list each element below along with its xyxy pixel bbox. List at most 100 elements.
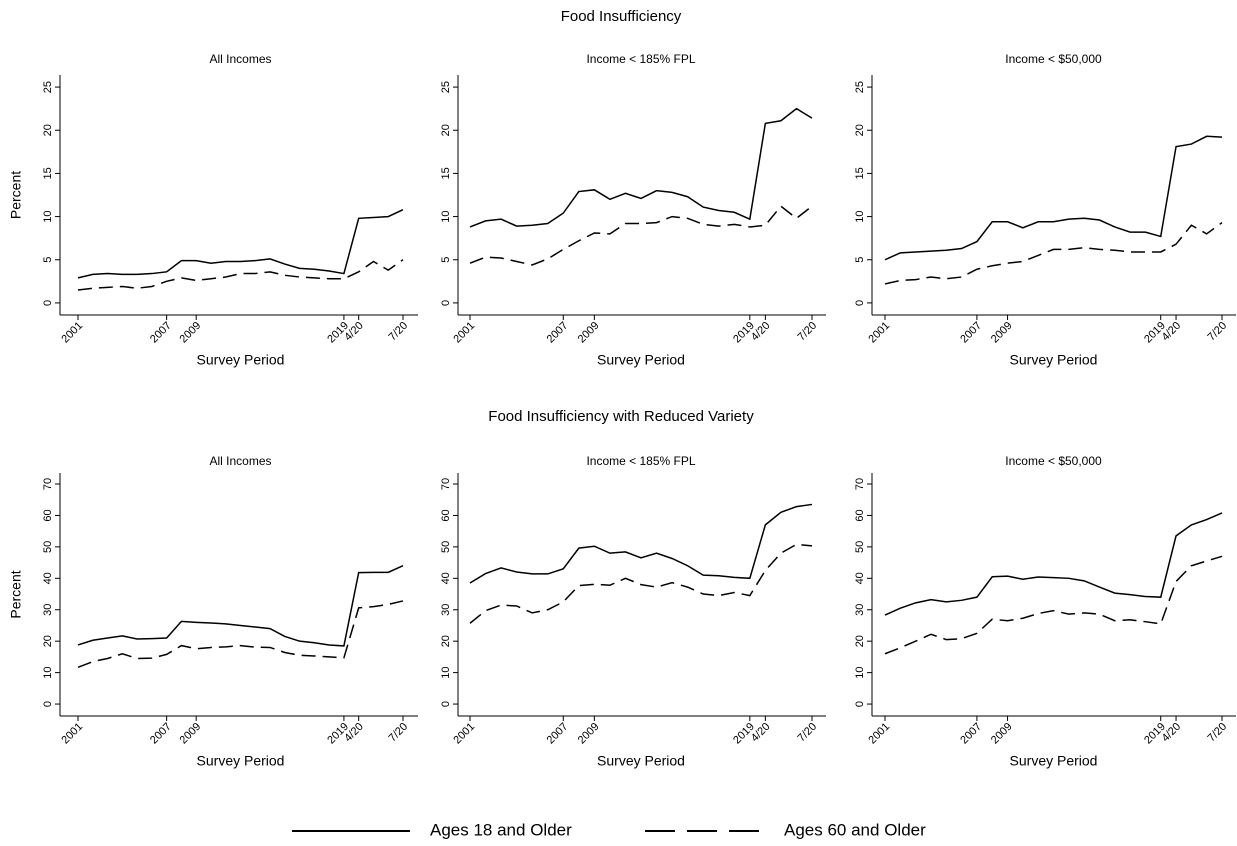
y-tick-label: 60 bbox=[440, 509, 452, 521]
x-tick-label: 2009 bbox=[178, 320, 204, 346]
x-tick-label: 2001 bbox=[866, 721, 892, 747]
y-tick-label: 10 bbox=[854, 210, 866, 222]
legend-label: Ages 60 and Older bbox=[784, 820, 926, 839]
x-tick-label: 2009 bbox=[989, 320, 1015, 346]
series-line bbox=[469, 205, 813, 266]
x-tick-label: 2009 bbox=[178, 721, 204, 747]
x-tick-label: 4/20 bbox=[1160, 320, 1184, 344]
x-tick-label: 2009 bbox=[576, 721, 602, 747]
x-tick-label: 2001 bbox=[866, 320, 892, 346]
x-tick-label: 2007 bbox=[148, 320, 174, 346]
y-tick-label: 60 bbox=[854, 509, 866, 521]
series-line bbox=[884, 222, 1223, 285]
y-tick-label: 30 bbox=[42, 604, 54, 616]
y-tick-label: 30 bbox=[854, 604, 866, 616]
section-title: Food Insufficiency with Reduced Variety bbox=[488, 408, 754, 425]
x-tick-label: 7/20 bbox=[387, 721, 411, 745]
y-tick-label: 30 bbox=[440, 604, 452, 616]
y-tick-label: 20 bbox=[42, 635, 54, 647]
y-tick-label: 70 bbox=[42, 478, 54, 490]
y-tick-label: 40 bbox=[42, 572, 54, 584]
x-tick-label: 2007 bbox=[545, 320, 571, 346]
y-tick-label: 10 bbox=[42, 666, 54, 678]
x-tick-label: 4/20 bbox=[749, 721, 773, 745]
y-tick-label: 10 bbox=[854, 666, 866, 678]
series-line bbox=[77, 600, 404, 668]
y-tick-label: 10 bbox=[42, 210, 54, 222]
y-tick-label: 60 bbox=[42, 509, 54, 521]
y-tick-label: 25 bbox=[854, 81, 866, 93]
x-tick-label: 7/20 bbox=[387, 320, 411, 344]
x-tick-label: 7/20 bbox=[796, 721, 820, 745]
x-tick-label: 2001 bbox=[451, 320, 477, 346]
y-tick-label: 25 bbox=[42, 81, 54, 93]
y-axis-label: Percent bbox=[8, 570, 24, 618]
x-axis-label: Survey Period bbox=[197, 352, 285, 368]
x-tick-label: 7/20 bbox=[796, 320, 820, 344]
y-tick-label: 20 bbox=[42, 124, 54, 136]
x-tick-label: 2007 bbox=[148, 721, 174, 747]
y-tick-label: 70 bbox=[440, 478, 452, 490]
y-tick-label: 25 bbox=[440, 81, 452, 93]
y-tick-label: 0 bbox=[42, 701, 54, 707]
y-tick-label: 10 bbox=[440, 666, 452, 678]
y-tick-label: 50 bbox=[854, 541, 866, 553]
series-line bbox=[77, 565, 404, 647]
panel-title: Income < $50,000 bbox=[1005, 52, 1102, 66]
section-title: Food Insufficiency bbox=[561, 8, 682, 25]
x-tick-label: 4/20 bbox=[1160, 721, 1184, 745]
y-tick-label: 10 bbox=[440, 210, 452, 222]
y-axis-label: Percent bbox=[8, 171, 24, 219]
x-tick-label: 2001 bbox=[59, 320, 85, 346]
series-line bbox=[469, 543, 813, 624]
series-line bbox=[77, 259, 404, 291]
x-tick-label: 2001 bbox=[451, 721, 477, 747]
x-tick-label: 2009 bbox=[576, 320, 602, 346]
series-line bbox=[884, 555, 1223, 655]
x-axis-label: Survey Period bbox=[597, 352, 685, 368]
y-tick-label: 15 bbox=[854, 167, 866, 179]
series-line bbox=[469, 503, 813, 584]
y-tick-label: 0 bbox=[440, 300, 452, 306]
x-axis-label: Survey Period bbox=[1010, 753, 1098, 769]
panel-title: Income < 185% FPL bbox=[586, 454, 695, 468]
y-tick-label: 20 bbox=[440, 635, 452, 647]
y-tick-label: 15 bbox=[42, 167, 54, 179]
y-tick-label: 50 bbox=[440, 541, 452, 553]
x-tick-label: 7/20 bbox=[1206, 721, 1230, 745]
series-line bbox=[469, 107, 813, 228]
panel-title: All Incomes bbox=[209, 454, 271, 468]
panel-title: Income < 185% FPL bbox=[586, 52, 695, 66]
y-tick-label: 5 bbox=[440, 257, 452, 263]
y-tick-label: 70 bbox=[854, 478, 866, 490]
x-tick-label: 2007 bbox=[958, 721, 984, 747]
series-line bbox=[77, 208, 404, 279]
x-axis-label: Survey Period bbox=[197, 753, 285, 769]
y-tick-label: 0 bbox=[42, 300, 54, 306]
series-line bbox=[884, 135, 1223, 261]
y-tick-label: 5 bbox=[42, 257, 54, 263]
y-tick-label: 0 bbox=[440, 701, 452, 707]
x-axis-label: Survey Period bbox=[597, 753, 685, 769]
legend-label: Ages 18 and Older bbox=[430, 820, 572, 839]
x-tick-label: 2009 bbox=[989, 721, 1015, 747]
y-tick-label: 0 bbox=[854, 701, 866, 707]
y-tick-label: 40 bbox=[854, 572, 866, 584]
series-line bbox=[884, 512, 1223, 616]
y-tick-label: 50 bbox=[42, 541, 54, 553]
y-tick-label: 0 bbox=[854, 300, 866, 306]
panel-title: Income < $50,000 bbox=[1005, 454, 1102, 468]
x-tick-label: 2007 bbox=[545, 721, 571, 747]
y-tick-label: 20 bbox=[440, 124, 452, 136]
y-tick-label: 20 bbox=[854, 124, 866, 136]
y-tick-label: 15 bbox=[440, 167, 452, 179]
x-tick-label: 4/20 bbox=[749, 320, 773, 344]
x-tick-label: 2007 bbox=[958, 320, 984, 346]
y-tick-label: 40 bbox=[440, 572, 452, 584]
y-tick-label: 20 bbox=[854, 635, 866, 647]
x-tick-label: 2001 bbox=[59, 721, 85, 747]
y-tick-label: 5 bbox=[854, 257, 866, 263]
panel-title: All Incomes bbox=[209, 52, 271, 66]
x-axis-label: Survey Period bbox=[1010, 352, 1098, 368]
